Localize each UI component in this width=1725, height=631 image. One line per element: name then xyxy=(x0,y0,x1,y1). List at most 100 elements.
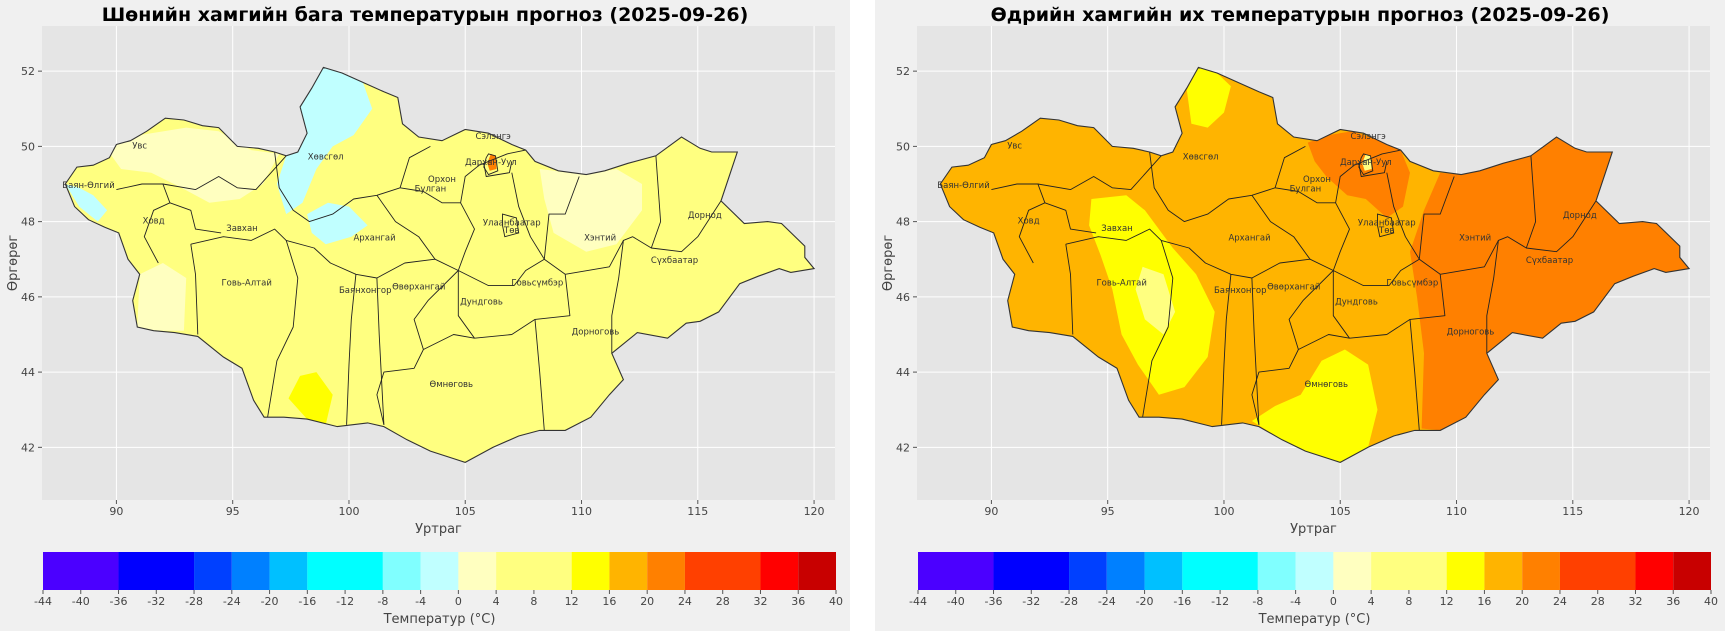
x-tick-label: 120 xyxy=(1679,505,1700,518)
y-tick-label: 44 xyxy=(21,366,35,379)
colorbar-bin xyxy=(571,552,610,590)
y-tick-label: 50 xyxy=(21,140,35,153)
colorbar-bin xyxy=(798,552,836,590)
x-axis-label: Уртраг xyxy=(415,522,462,537)
colorbar: -44 -40 -36 -32 -28 -24 -20 -16 -12 -8 -4 0 4 8 12 16 20… xyxy=(34,552,843,608)
colorbar-bin xyxy=(1333,552,1372,590)
temperature-zones xyxy=(65,67,642,425)
x-tick-label: 90 xyxy=(984,505,998,518)
y-tick-label: 46 xyxy=(896,291,910,304)
colorbar-tick-label: 40 xyxy=(1704,595,1718,608)
x-tick-label: 110 xyxy=(1446,505,1467,518)
province-labels: Увс Баян-Өлгий Ховд Хөвсгөл Завхан Говь-Алтай… xyxy=(937,132,1597,390)
province-label: Увс xyxy=(1007,141,1022,151)
province-label: Говьсүмбэр xyxy=(511,279,563,289)
colorbar-tick-label: -36 xyxy=(985,595,1003,608)
colorbar-bin xyxy=(1144,552,1183,590)
province-label: Булган xyxy=(1290,185,1322,195)
colorbar-tick-label: -4 xyxy=(1290,595,1301,608)
colorbar-tick-label: -12 xyxy=(1211,595,1229,608)
temperature-zone xyxy=(65,184,108,222)
province-label: Ховд xyxy=(1018,217,1040,227)
province-label: Говь-Алтай xyxy=(221,279,271,289)
colorbar-tick-label: 28 xyxy=(716,595,730,608)
colorbar-bin xyxy=(1522,552,1560,590)
province-label: Орхон xyxy=(1303,175,1331,185)
x-tick-label: 100 xyxy=(1213,505,1234,518)
colorbar-bin xyxy=(118,552,195,590)
colorbar-tick-label: -40 xyxy=(72,595,90,608)
colorbar-bin xyxy=(1673,552,1711,590)
colorbar-bin xyxy=(1257,552,1296,590)
temperature-zone xyxy=(307,202,368,245)
province-label: Булган xyxy=(415,185,447,195)
province-label: Баян-Өлгий xyxy=(62,181,114,191)
province-label: Сэлэнгэ xyxy=(475,132,511,142)
province-label: Дундговь xyxy=(460,297,503,307)
province-label: Улаанбаатар xyxy=(483,218,541,228)
province-label: Говь-Алтай xyxy=(1096,279,1146,289)
colorbar-tick-label: -32 xyxy=(147,595,165,608)
y-tick-label: 42 xyxy=(21,441,35,454)
temperature-zone xyxy=(1251,349,1378,463)
province-label: Төв xyxy=(1378,226,1394,236)
colorbar-tick-label: 12 xyxy=(1440,595,1454,608)
colorbar-bin xyxy=(1295,552,1334,590)
colorbar: -44 -40 -36 -32 -28 -24 -20 -16 -12 -8 -4 0 4 8 12 16 20… xyxy=(909,552,1718,608)
colorbar-label: Температур (°C) xyxy=(1258,612,1371,627)
panel-max-temp: Өдрийн хамгийн их температурын прогноз (… xyxy=(875,0,1725,631)
province-label: Хөвсгөл xyxy=(308,153,344,163)
colorbar-bin xyxy=(647,552,685,590)
colorbar-tick-label: -36 xyxy=(110,595,128,608)
colorbar-tick-label: -24 xyxy=(223,595,241,608)
map-title: Өдрийн хамгийн их температурын прогноз (… xyxy=(991,4,1610,26)
colorbar-bin xyxy=(1182,552,1258,590)
province-label: Баянхонгор xyxy=(339,286,392,296)
province-labels: Увс Баян-Өлгий Ховд Хөвсгөл Завхан Говь-Алтай… xyxy=(62,132,722,390)
colorbar-tick-label: 36 xyxy=(791,595,805,608)
colorbar-tick-label: 4 xyxy=(493,595,500,608)
y-tick-label: 46 xyxy=(21,291,35,304)
colorbar-bin xyxy=(1106,552,1145,590)
map-title: Шөнийн хамгийн бага температурын прогноз… xyxy=(102,4,749,26)
y-tick-label: 50 xyxy=(896,140,910,153)
province-label: Дорнод xyxy=(1563,211,1597,221)
temperature-zones xyxy=(1089,67,1690,463)
temperature-zone xyxy=(1362,153,1372,171)
temperature-zone xyxy=(487,153,497,171)
province-label: Сүхбаатар xyxy=(651,256,698,266)
province-label: Өвөрхангай xyxy=(392,282,445,292)
colorbar-tick-label: 24 xyxy=(1553,595,1567,608)
province-label: Өмнөговь xyxy=(1305,380,1349,390)
temperature-zone xyxy=(104,127,280,203)
province-label: Завхан xyxy=(226,224,257,234)
x-tick-label: 110 xyxy=(571,505,592,518)
y-tick-label: 44 xyxy=(896,366,910,379)
colorbar-bin xyxy=(269,552,308,590)
x-axis-label: Уртраг xyxy=(1290,522,1337,537)
temperature-zone xyxy=(1307,131,1410,218)
colorbar-tick-label: 40 xyxy=(829,595,843,608)
country-outline xyxy=(64,66,816,463)
colorbar-bin xyxy=(307,552,383,590)
colorbar-tick-label: -40 xyxy=(947,595,965,608)
province-borders xyxy=(991,146,1597,431)
province-label: Дорноговь xyxy=(1447,327,1495,337)
colorbar-bin xyxy=(496,552,572,590)
colorbar-tick-label: 8 xyxy=(1405,595,1412,608)
province-label: Баянхонгор xyxy=(1214,286,1267,296)
x-tick-label: 95 xyxy=(226,505,240,518)
colorbar-tick-label: 28 xyxy=(1591,595,1605,608)
colorbar-tick-label: -28 xyxy=(185,595,203,608)
province-label: Говьсүмбэр xyxy=(1386,279,1438,289)
colorbar-tick-label: -16 xyxy=(1173,595,1191,608)
province-label: Сүхбаатар xyxy=(1526,256,1573,266)
y-axis-label: Өргөрөг xyxy=(6,235,21,291)
colorbar-tick-label: -20 xyxy=(261,595,279,608)
temperature-zone xyxy=(1410,137,1690,431)
panel-min-temp: Шөнийн хамгийн бага температурын прогноз… xyxy=(0,0,850,631)
colorbar-tick-label: -24 xyxy=(1098,595,1116,608)
province-label: Архангай xyxy=(353,233,395,243)
province-label: Баян-Өлгий xyxy=(937,181,989,191)
province-label: Хэнтий xyxy=(1459,233,1491,243)
